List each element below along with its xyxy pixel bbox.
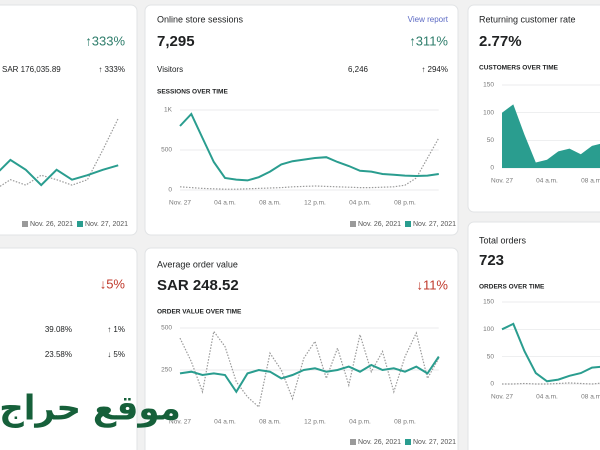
legend-swatch bbox=[350, 221, 356, 227]
legend-swatch bbox=[77, 221, 83, 227]
legend-label: Nov. 27, 2021 bbox=[85, 221, 128, 228]
y-tick-label: 50 bbox=[487, 137, 495, 144]
card-title: Average order value bbox=[157, 259, 238, 269]
headline-change: ↑311% bbox=[409, 33, 448, 48]
x-tick-label: 08 a.m. bbox=[581, 178, 600, 185]
x-tick-label: 12 p.m. bbox=[304, 200, 326, 207]
row-change: ↑ 1% bbox=[107, 325, 125, 334]
x-tick-label: Nov. 27 bbox=[491, 394, 513, 401]
x-tick-label: 04 a.m. bbox=[536, 178, 558, 185]
x-tick-label: 04 a.m. bbox=[214, 419, 236, 426]
x-tick-label: 08 a.m. bbox=[259, 419, 281, 426]
x-tick-label: Nov. 27 bbox=[169, 200, 191, 207]
x-tick-label: 08 a.m. bbox=[581, 394, 600, 401]
area bbox=[502, 104, 600, 168]
headline-change: ↑333% bbox=[85, 33, 125, 48]
x-tick-label: 12 p.m. bbox=[304, 419, 326, 426]
row-value: 23.58% bbox=[45, 350, 72, 359]
line bbox=[0, 158, 119, 187]
y-tick-label: 150 bbox=[483, 82, 494, 89]
x-tick-label: Nov. 27 bbox=[169, 419, 191, 426]
y-tick-label: 0 bbox=[490, 165, 494, 172]
x-tick-label: 08 a.m. bbox=[259, 200, 281, 207]
x-tick-label: Nov. 27 bbox=[491, 178, 513, 185]
chart-title: SESSIONS OVER TIME bbox=[157, 89, 228, 96]
y-tick-label: 500 bbox=[161, 147, 172, 154]
legend-label: Nov. 26, 2021 bbox=[358, 221, 401, 228]
legend-label: Nov. 26, 2021 bbox=[358, 439, 401, 446]
y-tick-label: 500 bbox=[161, 325, 172, 332]
legend-label: Nov. 27, 2021 bbox=[413, 439, 456, 446]
card bbox=[0, 247, 138, 450]
watermark: موقع حراج bbox=[0, 389, 181, 429]
row-change: ↓ 5% bbox=[107, 350, 125, 359]
legend-label: Nov. 26, 2021 bbox=[30, 221, 73, 228]
x-tick-label: 08 p.m. bbox=[394, 200, 416, 207]
chart-title: CUSTOMERS OVER TIME bbox=[479, 65, 559, 72]
chart-title: ORDERS OVER TIME bbox=[479, 284, 545, 291]
chart-title: ORDER VALUE OVER TIME bbox=[157, 309, 242, 316]
x-tick-label: 08 p.m. bbox=[394, 419, 416, 426]
line bbox=[179, 137, 440, 190]
change: ↑ 294% bbox=[421, 65, 448, 74]
y-tick-label: 50 bbox=[487, 353, 495, 360]
legend-swatch bbox=[405, 221, 411, 227]
line bbox=[179, 329, 440, 409]
y-tick-label: 250 bbox=[161, 367, 172, 374]
card-title: Returning customer rate bbox=[479, 14, 576, 24]
legend-swatch bbox=[350, 439, 356, 445]
row-value: 39.08% bbox=[45, 325, 72, 334]
line bbox=[0, 118, 119, 188]
x-tick-label: 04 a.m. bbox=[214, 200, 236, 207]
row-value: 6,246 bbox=[348, 65, 369, 74]
y-tick-label: 100 bbox=[483, 326, 494, 333]
change: ↑ 333% bbox=[98, 65, 125, 74]
y-tick-label: 100 bbox=[483, 109, 494, 116]
card bbox=[467, 221, 600, 450]
headline-value: 723 bbox=[479, 252, 504, 269]
y-tick-label: 150 bbox=[483, 299, 494, 306]
line bbox=[179, 112, 439, 182]
card bbox=[144, 247, 459, 450]
legend-swatch bbox=[405, 439, 411, 445]
line bbox=[502, 382, 600, 385]
y-tick-label: 0 bbox=[490, 381, 494, 388]
row-label: Visitors bbox=[157, 65, 183, 74]
card-title: Online store sessions bbox=[157, 14, 244, 24]
x-tick-label: 04 p.m. bbox=[349, 200, 371, 207]
card bbox=[144, 4, 459, 236]
headline-change: ↓5% bbox=[100, 276, 126, 291]
legend-label: Nov. 27, 2021 bbox=[413, 221, 456, 228]
headline-change: ↓11% bbox=[416, 277, 448, 292]
headline-value: SAR 248.52 bbox=[157, 277, 239, 294]
line bbox=[179, 356, 440, 394]
y-tick-label: 0 bbox=[168, 187, 172, 194]
card-title: Total orders bbox=[479, 235, 527, 245]
x-tick-label: 04 p.m. bbox=[349, 419, 371, 426]
headline-value: 7,295 bbox=[157, 33, 195, 50]
line bbox=[501, 322, 600, 383]
x-tick-label: 04 a.m. bbox=[536, 394, 558, 401]
legend-swatch bbox=[22, 221, 28, 227]
subtitle: SAR 176,035.89 bbox=[2, 65, 61, 74]
headline-value: 2.77% bbox=[479, 33, 522, 50]
y-tick-label: 1K bbox=[164, 107, 173, 114]
view-report-link[interactable]: View report bbox=[408, 15, 449, 24]
